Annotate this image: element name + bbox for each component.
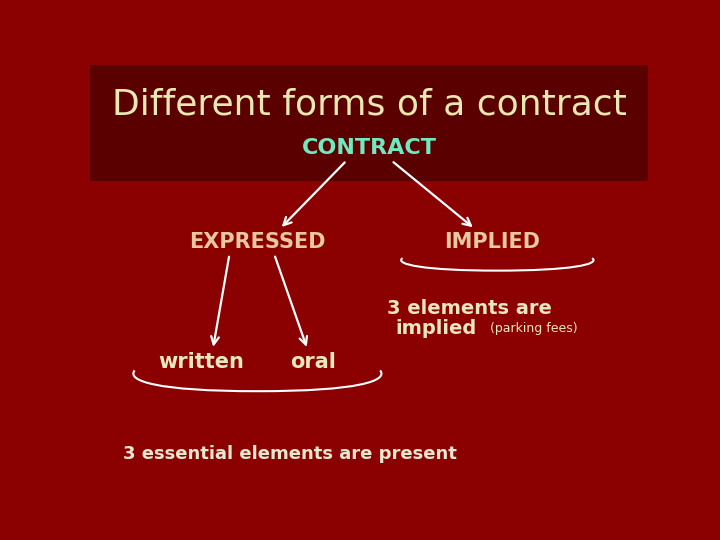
Polygon shape: [90, 65, 648, 181]
Text: (parking fees): (parking fees): [490, 322, 577, 335]
Text: EXPRESSED: EXPRESSED: [189, 232, 325, 252]
Text: 3 essential elements are present: 3 essential elements are present: [124, 444, 457, 463]
Text: written: written: [158, 352, 245, 372]
Text: 3 elements are: 3 elements are: [387, 299, 552, 318]
Text: oral: oral: [290, 352, 336, 372]
Text: Different forms of a contract: Different forms of a contract: [112, 87, 626, 122]
Text: IMPLIED: IMPLIED: [444, 232, 540, 252]
Text: CONTRACT: CONTRACT: [302, 138, 436, 158]
Text: implied: implied: [395, 319, 477, 339]
